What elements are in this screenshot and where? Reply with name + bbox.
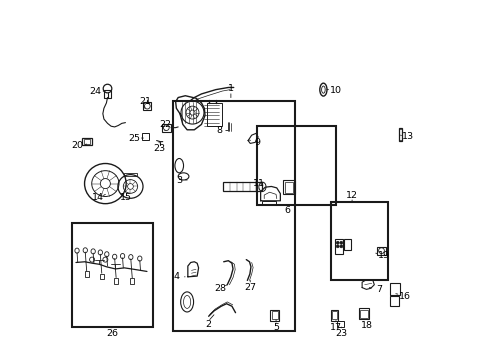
Text: 18: 18 <box>360 321 372 330</box>
Bar <box>257 126 335 205</box>
Bar <box>83 139 90 144</box>
Text: 3: 3 <box>176 176 182 185</box>
Bar <box>206 103 222 126</box>
Bar <box>331 311 337 319</box>
Text: 16: 16 <box>398 292 410 301</box>
Text: 24: 24 <box>89 86 102 95</box>
Bar <box>285 182 292 193</box>
Text: 27: 27 <box>244 283 256 292</box>
Text: 9: 9 <box>254 138 260 147</box>
Text: 15: 15 <box>119 193 131 202</box>
Bar <box>376 247 386 255</box>
Text: 28: 28 <box>214 284 225 293</box>
Bar <box>261 201 276 204</box>
Text: 14: 14 <box>91 193 103 202</box>
Bar <box>271 311 277 319</box>
Bar <box>389 296 398 306</box>
Bar <box>223 182 262 192</box>
Bar <box>143 102 151 110</box>
Bar <box>336 320 344 327</box>
Bar <box>72 223 153 327</box>
Text: 20: 20 <box>72 141 83 150</box>
Text: 23: 23 <box>153 144 165 153</box>
Ellipse shape <box>336 241 339 244</box>
Ellipse shape <box>339 245 342 248</box>
Text: 23: 23 <box>335 329 346 338</box>
Text: 7: 7 <box>375 285 381 294</box>
Text: 26: 26 <box>105 329 118 338</box>
Text: 12: 12 <box>346 190 357 199</box>
Text: 6: 6 <box>284 206 290 215</box>
Text: 17: 17 <box>329 323 341 332</box>
Text: 5: 5 <box>272 323 279 332</box>
Bar <box>84 271 89 277</box>
Text: 19: 19 <box>378 251 389 260</box>
Text: 10: 10 <box>329 86 341 95</box>
Bar <box>114 278 118 284</box>
Bar <box>389 283 400 296</box>
Bar <box>142 134 149 140</box>
Bar <box>130 278 134 284</box>
Bar <box>104 90 111 98</box>
Bar <box>100 274 104 279</box>
Bar <box>398 128 402 140</box>
Bar <box>162 124 171 132</box>
Bar <box>82 138 92 145</box>
Text: 8: 8 <box>216 126 222 135</box>
Text: 2: 2 <box>204 320 210 329</box>
Bar <box>283 180 294 194</box>
Bar <box>330 310 338 320</box>
Text: 11: 11 <box>252 179 264 188</box>
Bar <box>330 202 387 280</box>
Text: 4: 4 <box>173 272 179 281</box>
Text: 13: 13 <box>401 132 413 141</box>
Bar <box>270 310 279 320</box>
Text: 22: 22 <box>159 120 170 129</box>
Bar <box>358 309 368 319</box>
Bar <box>124 173 136 176</box>
Text: 21: 21 <box>139 96 150 105</box>
Text: 1: 1 <box>227 84 233 93</box>
Bar <box>399 129 401 140</box>
Bar <box>359 310 367 318</box>
Ellipse shape <box>339 241 342 244</box>
Text: 25: 25 <box>128 134 140 143</box>
Bar <box>172 101 294 330</box>
Bar <box>334 239 342 253</box>
Ellipse shape <box>336 245 339 248</box>
Bar <box>344 239 351 250</box>
